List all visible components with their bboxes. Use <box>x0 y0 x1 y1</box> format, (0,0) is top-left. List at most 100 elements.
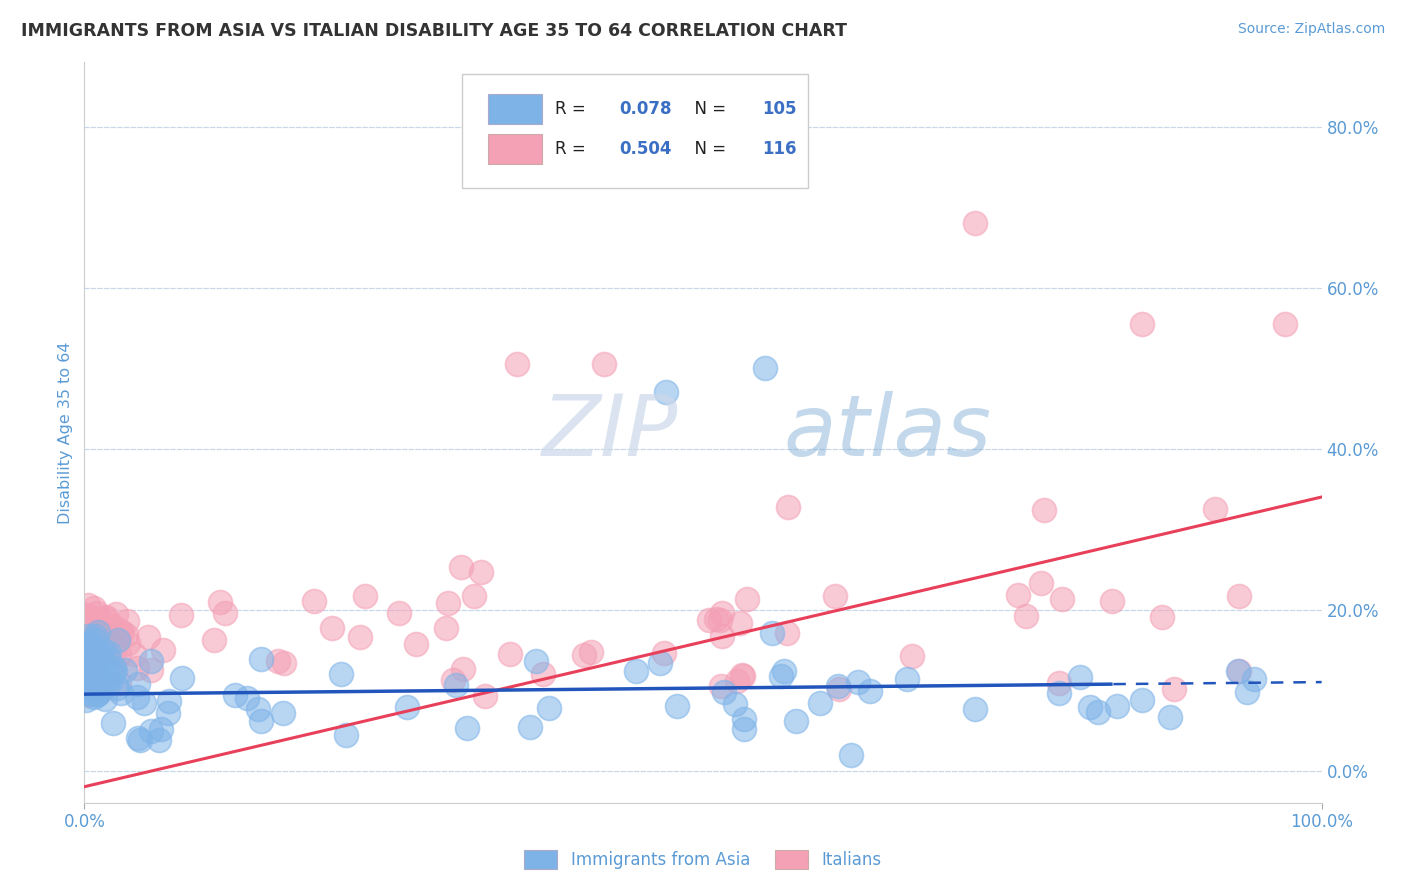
Point <box>1159 710 1181 724</box>
FancyBboxPatch shape <box>461 73 808 188</box>
Point <box>152 643 174 657</box>
Point <box>127 731 149 745</box>
Point <box>90 657 112 672</box>
Point <box>86 640 108 655</box>
Point <box>90 673 112 688</box>
Point <box>519 720 541 734</box>
Point <box>82 680 104 694</box>
Point <box>79 648 101 662</box>
Point <box>91 620 114 634</box>
Point <box>156 706 179 721</box>
Point <box>593 357 616 371</box>
Point <box>83 690 105 704</box>
Point <box>733 712 755 726</box>
Point <box>91 652 114 666</box>
Point <box>83 647 105 661</box>
Point <box>1107 699 1129 714</box>
Point <box>405 637 427 651</box>
Point <box>250 652 273 666</box>
Point <box>704 611 727 625</box>
Point <box>75 610 97 624</box>
Point <box>75 665 97 679</box>
Point <box>531 666 554 681</box>
Point <box>84 660 107 674</box>
Point <box>451 662 474 676</box>
Point <box>1163 681 1185 696</box>
Point <box>80 637 103 651</box>
Point <box>105 681 128 695</box>
Point <box>94 610 117 624</box>
Point <box>733 723 755 737</box>
Point <box>579 645 602 659</box>
Point <box>76 688 98 702</box>
Point <box>75 650 97 665</box>
FancyBboxPatch shape <box>488 135 543 164</box>
Point <box>304 594 326 608</box>
Point <box>506 357 529 371</box>
Point <box>82 643 104 657</box>
Point <box>87 687 110 701</box>
Point <box>776 500 799 515</box>
Point <box>713 684 735 698</box>
Point <box>1050 592 1073 607</box>
Point <box>75 693 97 707</box>
Point <box>474 690 496 704</box>
Point <box>775 626 797 640</box>
Point <box>711 629 734 643</box>
Point <box>125 661 148 675</box>
Point <box>86 660 108 674</box>
Point <box>434 621 457 635</box>
Point <box>711 607 734 621</box>
Point <box>77 632 100 647</box>
Point <box>115 628 138 642</box>
Point <box>1236 685 1258 699</box>
Point <box>157 693 180 707</box>
Point <box>754 361 776 376</box>
Point <box>132 696 155 710</box>
Point <box>470 565 492 579</box>
Point <box>655 385 678 400</box>
Point <box>86 648 108 663</box>
Point <box>96 673 118 688</box>
Point <box>335 728 357 742</box>
Point <box>79 687 101 701</box>
Point <box>89 650 111 665</box>
Point <box>110 686 132 700</box>
Point <box>82 657 104 672</box>
Point <box>963 702 986 716</box>
Point <box>79 668 101 682</box>
Point <box>731 667 754 681</box>
Point <box>77 654 100 668</box>
Text: Source: ZipAtlas.com: Source: ZipAtlas.com <box>1237 22 1385 37</box>
Point <box>1150 609 1173 624</box>
Point <box>117 636 139 650</box>
Point <box>101 628 124 642</box>
Point <box>80 649 103 664</box>
Text: IMMIGRANTS FROM ASIA VS ITALIAN DISABILITY AGE 35 TO 64 CORRELATION CHART: IMMIGRANTS FROM ASIA VS ITALIAN DISABILI… <box>21 22 846 40</box>
Point <box>91 683 114 698</box>
Point <box>965 216 987 230</box>
Point <box>96 677 118 691</box>
Point <box>321 621 343 635</box>
Point <box>271 706 294 720</box>
Point <box>1087 705 1109 719</box>
Point <box>91 642 114 657</box>
Point <box>80 684 103 698</box>
Point <box>87 616 110 631</box>
Point <box>395 700 418 714</box>
Point <box>1029 575 1052 590</box>
Point <box>89 665 111 680</box>
Point <box>103 661 125 675</box>
Point <box>76 608 98 623</box>
Point <box>107 632 129 647</box>
Point <box>103 628 125 642</box>
Point <box>273 656 295 670</box>
Point <box>846 675 869 690</box>
Point <box>247 702 270 716</box>
Point <box>808 696 831 710</box>
Point <box>82 664 104 678</box>
Point <box>785 714 807 729</box>
Point <box>665 698 688 713</box>
Point <box>1130 317 1153 331</box>
Point <box>1101 594 1123 608</box>
